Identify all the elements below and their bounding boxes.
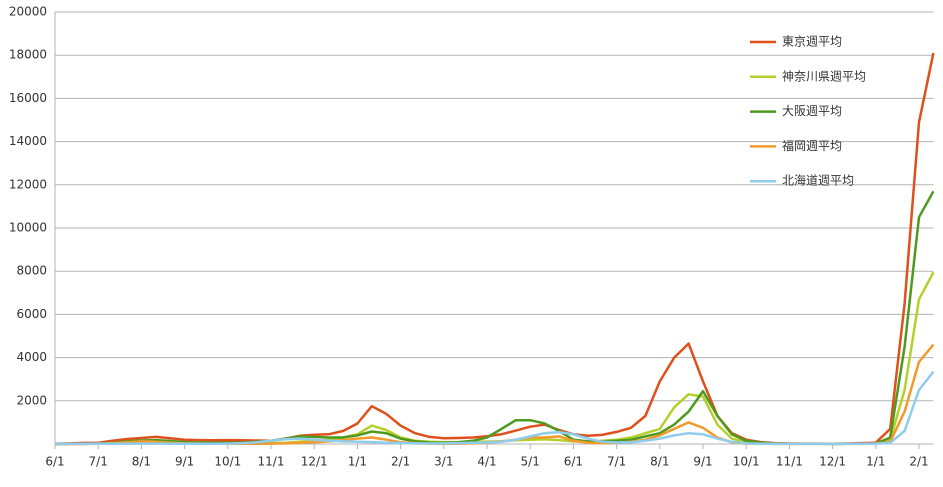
x-tick-label: 12/1 — [301, 455, 328, 469]
y-tick-label: 6000 — [16, 307, 47, 321]
x-tick-label: 10/1 — [733, 455, 760, 469]
y-tick-label: 16000 — [9, 91, 47, 105]
x-tick-label: 12/1 — [819, 455, 846, 469]
x-tick-label: 2/1 — [909, 455, 928, 469]
x-tick-label: 10/1 — [214, 455, 241, 469]
x-tick-label: 6/1 — [564, 455, 583, 469]
x-tick-label: 1/1 — [348, 455, 367, 469]
x-tick-label: 11/1 — [776, 455, 803, 469]
y-tick-label: 10000 — [9, 221, 47, 235]
x-tick-label: 8/1 — [650, 455, 669, 469]
legend-label: 東京週平均 — [782, 35, 842, 49]
y-tick-label: 20000 — [9, 5, 47, 19]
x-tick-label: 9/1 — [175, 455, 194, 469]
x-tick-label: 8/1 — [132, 455, 151, 469]
y-tick-label: 4000 — [16, 350, 47, 364]
y-tick-label: 8000 — [16, 264, 47, 278]
series-line — [54, 190, 935, 446]
x-tick-label: 5/1 — [521, 455, 540, 469]
y-tick-label: 12000 — [9, 177, 47, 191]
x-tick-label: 7/1 — [89, 455, 108, 469]
y-tick-label: 2000 — [16, 393, 47, 407]
y-tick-label: 18000 — [9, 48, 47, 62]
x-tick-label: 2/1 — [391, 455, 410, 469]
y-tick-label: 14000 — [9, 134, 47, 148]
x-tick-label: 7/1 — [607, 455, 626, 469]
legend-label: 福岡週平均 — [782, 138, 842, 153]
legend-label: 神奈川県週平均 — [782, 69, 866, 83]
legend-label: 北海道週平均 — [782, 173, 854, 188]
series-line — [55, 370, 935, 446]
x-tick-label: 11/1 — [258, 455, 285, 469]
x-tick-label: 4/1 — [477, 455, 496, 469]
x-tick-label: 3/1 — [434, 455, 453, 469]
legend-label: 大阪週平均 — [782, 104, 842, 118]
series-line — [55, 343, 935, 446]
x-tick-label: 6/1 — [45, 455, 64, 469]
x-tick-label: 9/1 — [693, 455, 712, 469]
x-tick-label: 1/1 — [866, 455, 885, 469]
